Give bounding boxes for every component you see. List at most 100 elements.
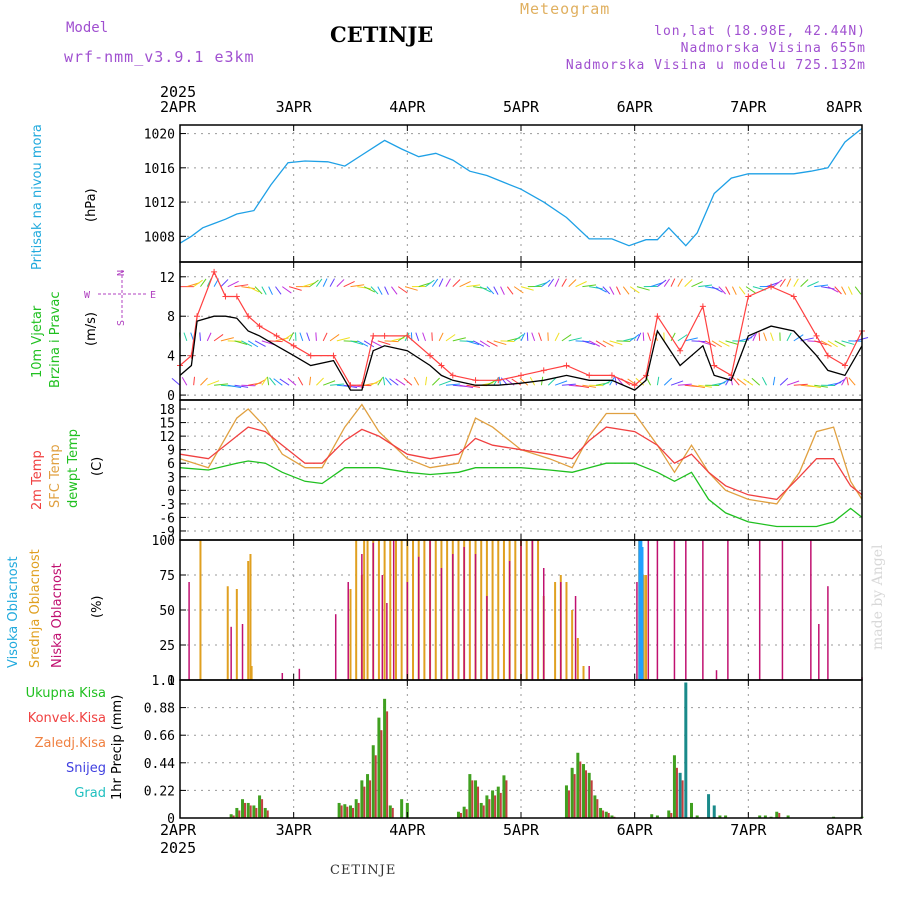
wind-barb (309, 376, 312, 386)
wind-barb (479, 286, 491, 293)
wind-barb (793, 383, 808, 386)
wind-barb (663, 377, 673, 386)
wind-barb (227, 384, 242, 389)
precip-hail-label: Grad (74, 786, 106, 801)
wind-barb (602, 340, 614, 347)
wind-barb (588, 340, 600, 347)
precip-total-bar (576, 752, 580, 818)
gust-marker (540, 367, 547, 374)
wind-barb (670, 278, 676, 287)
y-tick-label: 50 (159, 604, 175, 619)
wind-barb (848, 377, 856, 386)
wind-barb (234, 284, 249, 288)
precip-total-bar (371, 745, 375, 818)
wind-barb (323, 380, 336, 386)
y-tick-label: 1012 (144, 196, 175, 211)
precip-conv-bar (505, 780, 508, 818)
gust-marker (427, 352, 434, 359)
precip-total-bar (405, 802, 409, 818)
x-tick-label-bottom: 7APR (730, 821, 767, 839)
wind-barb (403, 377, 413, 386)
wind-barb (377, 286, 383, 295)
y-tick-label: 8 (167, 310, 175, 325)
precip-conv-bar (602, 810, 605, 818)
gust-marker (586, 372, 593, 379)
wind-barb (519, 377, 529, 386)
wind-barb (807, 281, 819, 288)
wind-barb (329, 383, 344, 386)
wind-barb (841, 340, 855, 345)
wind-barb (513, 334, 524, 342)
wind-barb (779, 278, 786, 287)
wind-barb (647, 332, 652, 342)
precip-conv-bar (778, 812, 781, 818)
wind-barb (602, 286, 611, 295)
precip-total-bar (672, 755, 676, 818)
precip-total-bar (502, 775, 506, 818)
wind-barb (200, 278, 207, 287)
x-tick-label-bottom: 2APR (160, 821, 197, 839)
wind-barb (415, 332, 420, 342)
wind-barb (677, 383, 692, 386)
y-tick-label: 1.1 (152, 674, 175, 689)
precip-total-bar (564, 785, 568, 818)
wind-barb (282, 286, 292, 294)
precip-conv-bar (374, 755, 377, 818)
precip-freezing-label: Zaledj.Kisa (34, 736, 106, 751)
wind-barb (384, 377, 392, 386)
wind-barb (725, 377, 731, 386)
wind-barb (752, 332, 758, 342)
wind-barb (214, 383, 228, 386)
precip-conv-bar (369, 780, 372, 818)
wind-barb (302, 282, 316, 288)
lonlat-info: lon,lat (18.98E, 42.44N) (654, 24, 866, 39)
wind-barb (395, 378, 406, 386)
model-label: Model (66, 20, 109, 36)
wind-barb (363, 286, 376, 293)
wind-barb (582, 340, 596, 346)
wind-barb (275, 286, 282, 295)
wind-barb (847, 286, 853, 295)
gust-marker (330, 352, 337, 359)
wind-barb (595, 286, 607, 293)
precip-snow-label: Snijeg (66, 761, 106, 776)
wind-barb (763, 332, 767, 342)
precip-total-bar (599, 807, 603, 818)
precip-conv-bar (675, 767, 678, 818)
gust-marker (768, 283, 775, 290)
gust-marker (472, 377, 479, 384)
precip-snow-bar (707, 794, 711, 818)
compass-label: S (116, 320, 127, 326)
wind-barb (506, 286, 514, 295)
wind-barb (732, 377, 740, 386)
wind-barb (698, 384, 712, 388)
wind-barb (554, 380, 568, 386)
precip-total-bar (263, 807, 267, 818)
y-tick-label: 0.88 (144, 702, 175, 717)
footer-station: CETINJE (330, 863, 397, 878)
wind-barb (609, 377, 615, 386)
precip-total-bar (229, 814, 233, 818)
precip-conv-bar (232, 815, 235, 818)
wind-barb (691, 384, 705, 389)
compass-cross (98, 270, 146, 318)
precip-conv-bar (340, 805, 343, 818)
x-tick-label-top: 2APR (160, 98, 197, 116)
wind-barb (846, 376, 849, 386)
meteogram-label: Meteogram (520, 0, 611, 18)
wind-barb (336, 279, 345, 287)
wind-barb (538, 332, 542, 342)
precip-conv-bar (590, 780, 593, 818)
wind-barb (241, 340, 253, 347)
gust-marker (381, 332, 388, 339)
wind-barb (316, 377, 324, 386)
gust-marker (438, 362, 445, 369)
precip-conv-bar (386, 711, 389, 818)
gust-marker (273, 332, 280, 339)
gust-marker (449, 372, 456, 379)
precip-total-bar (349, 805, 352, 818)
precip-total-bar (377, 717, 381, 818)
wind-barb (773, 279, 783, 288)
x-tick-label-top: 7APR (730, 98, 767, 116)
gust-marker (347, 382, 354, 389)
